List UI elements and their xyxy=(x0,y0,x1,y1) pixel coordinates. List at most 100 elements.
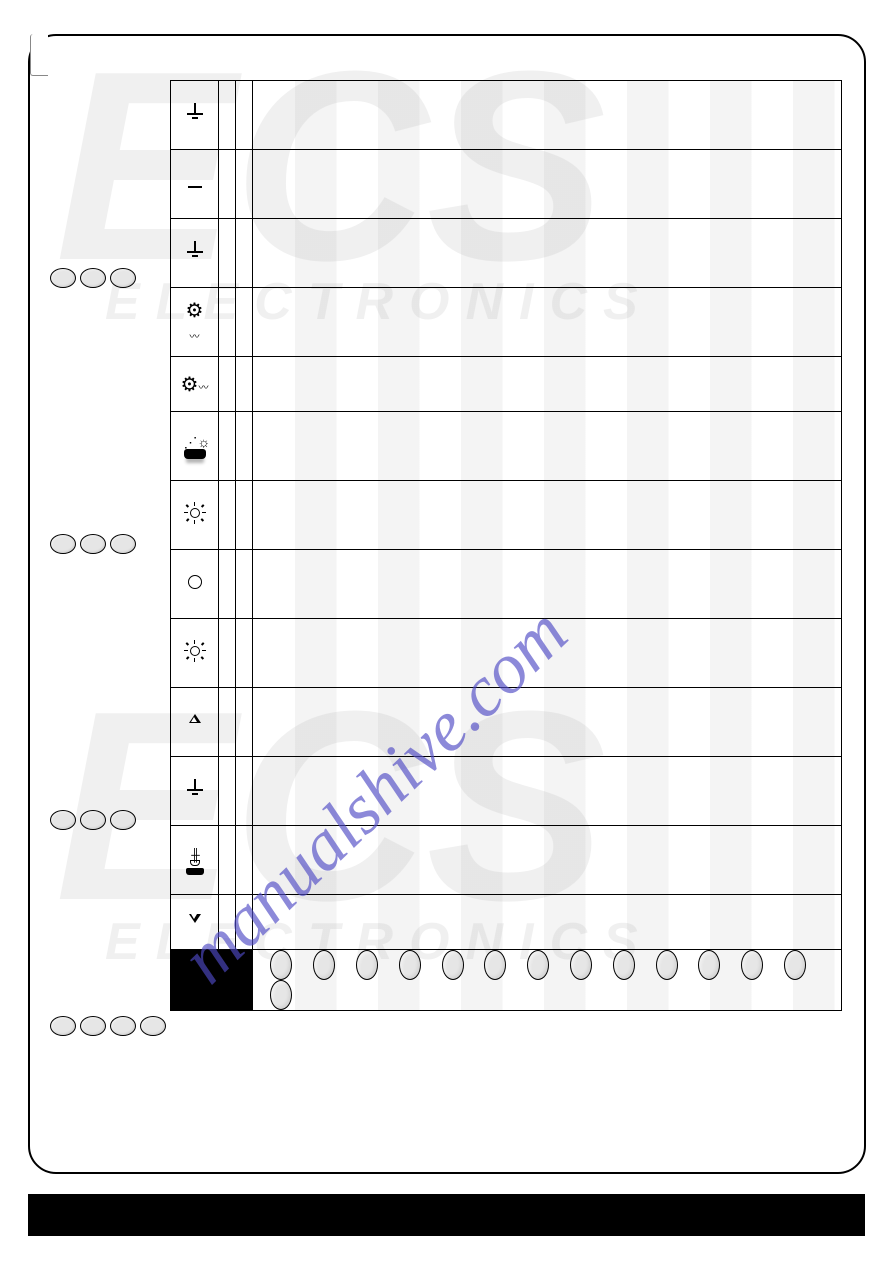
data-area xyxy=(253,288,842,357)
footer-oval xyxy=(356,950,378,980)
narrow-cell xyxy=(219,619,236,688)
circle-icon xyxy=(188,575,202,589)
footer-oval xyxy=(784,950,806,980)
row-icon-cell: ⚙〰 xyxy=(171,357,219,412)
ground-icon xyxy=(186,103,204,123)
narrow-cell xyxy=(236,219,253,288)
narrow-cell xyxy=(236,550,253,619)
footer-oval xyxy=(399,950,421,980)
data-area xyxy=(253,619,842,688)
data-area xyxy=(253,357,842,412)
side-ovals-4 xyxy=(50,1016,166,1036)
connector-pigtail-short-icon: ⚙〰 xyxy=(181,372,209,397)
narrow-cell xyxy=(236,826,253,895)
arrow-up-icon xyxy=(189,714,201,726)
table-row xyxy=(171,688,842,757)
narrow-cell xyxy=(236,688,253,757)
footer-black-cell xyxy=(171,950,253,1011)
side-ovals-2 xyxy=(50,534,136,554)
row-icon-cell xyxy=(171,219,219,288)
footer-oval xyxy=(484,950,506,980)
side-ovals-3 xyxy=(50,810,136,830)
narrow-cell xyxy=(219,357,236,412)
light-car-icon: ⋰☼ xyxy=(184,437,206,459)
narrow-cell xyxy=(236,288,253,357)
brightness-icon xyxy=(184,640,206,662)
row-icon-cell xyxy=(171,81,219,150)
footer-oval xyxy=(527,950,549,980)
footer-oval xyxy=(270,980,292,1010)
narrow-cell xyxy=(236,81,253,150)
minus-icon xyxy=(188,186,202,188)
main-table-wrap: ⚙〰 ⚙〰 ⋰☼ ╫ xyxy=(170,80,842,1011)
narrow-cell xyxy=(219,412,236,481)
footer-oval-cell xyxy=(253,950,842,1011)
foglight-car-icon: ╫ xyxy=(186,850,204,875)
brightness-icon xyxy=(184,502,206,524)
connector-pigtail-icon: ⚙〰 xyxy=(186,298,204,346)
main-table: ⚙〰 ⚙〰 ⋰☼ ╫ xyxy=(170,80,842,1011)
data-area xyxy=(253,81,842,150)
footer-oval xyxy=(656,950,678,980)
table-row xyxy=(171,481,842,550)
row-icon-cell: ⚙〰 xyxy=(171,288,219,357)
footer-row xyxy=(171,950,842,1011)
narrow-cell xyxy=(236,412,253,481)
narrow-cell xyxy=(236,895,253,950)
footer-oval xyxy=(698,950,720,980)
narrow-cell xyxy=(219,219,236,288)
arrow-down-icon xyxy=(189,914,201,926)
table-row xyxy=(171,757,842,826)
data-area xyxy=(253,757,842,826)
row-icon-cell xyxy=(171,895,219,950)
data-area xyxy=(253,895,842,950)
table-row xyxy=(171,895,842,950)
footer-oval xyxy=(741,950,763,980)
narrow-cell xyxy=(219,826,236,895)
narrow-cell xyxy=(219,481,236,550)
ground-icon xyxy=(186,241,204,261)
row-icon-cell: ⋰☼ xyxy=(171,412,219,481)
narrow-cell xyxy=(219,688,236,757)
table-row xyxy=(171,619,842,688)
table-row: ⚙〰 xyxy=(171,357,842,412)
data-area xyxy=(253,550,842,619)
page-tab xyxy=(30,34,48,76)
row-icon-cell xyxy=(171,757,219,826)
narrow-cell xyxy=(236,619,253,688)
narrow-cell xyxy=(219,550,236,619)
row-icon-cell: ╫ xyxy=(171,826,219,895)
narrow-cell xyxy=(219,81,236,150)
data-area xyxy=(253,219,842,288)
footer-oval xyxy=(442,950,464,980)
row-icon-cell xyxy=(171,550,219,619)
side-ovals-1 xyxy=(50,268,136,288)
table-row xyxy=(171,81,842,150)
row-icon-cell xyxy=(171,688,219,757)
narrow-cell xyxy=(236,481,253,550)
table-row: ╫ xyxy=(171,826,842,895)
row-icon-cell xyxy=(171,150,219,219)
footer-oval xyxy=(313,950,335,980)
narrow-cell xyxy=(219,895,236,950)
narrow-cell xyxy=(236,150,253,219)
narrow-cell xyxy=(219,150,236,219)
narrow-cell xyxy=(236,757,253,826)
row-icon-cell xyxy=(171,481,219,550)
table-row: ⚙〰 xyxy=(171,288,842,357)
narrow-cell xyxy=(219,288,236,357)
data-area xyxy=(253,412,842,481)
footer-oval xyxy=(613,950,635,980)
table-row xyxy=(171,150,842,219)
table-row xyxy=(171,550,842,619)
table-row xyxy=(171,219,842,288)
bottom-bar xyxy=(28,1194,865,1236)
data-area xyxy=(253,688,842,757)
footer-oval xyxy=(570,950,592,980)
data-area xyxy=(253,481,842,550)
ground-icon xyxy=(186,779,204,799)
data-area xyxy=(253,826,842,895)
table-row: ⋰☼ xyxy=(171,412,842,481)
narrow-cell xyxy=(236,357,253,412)
data-area xyxy=(253,150,842,219)
